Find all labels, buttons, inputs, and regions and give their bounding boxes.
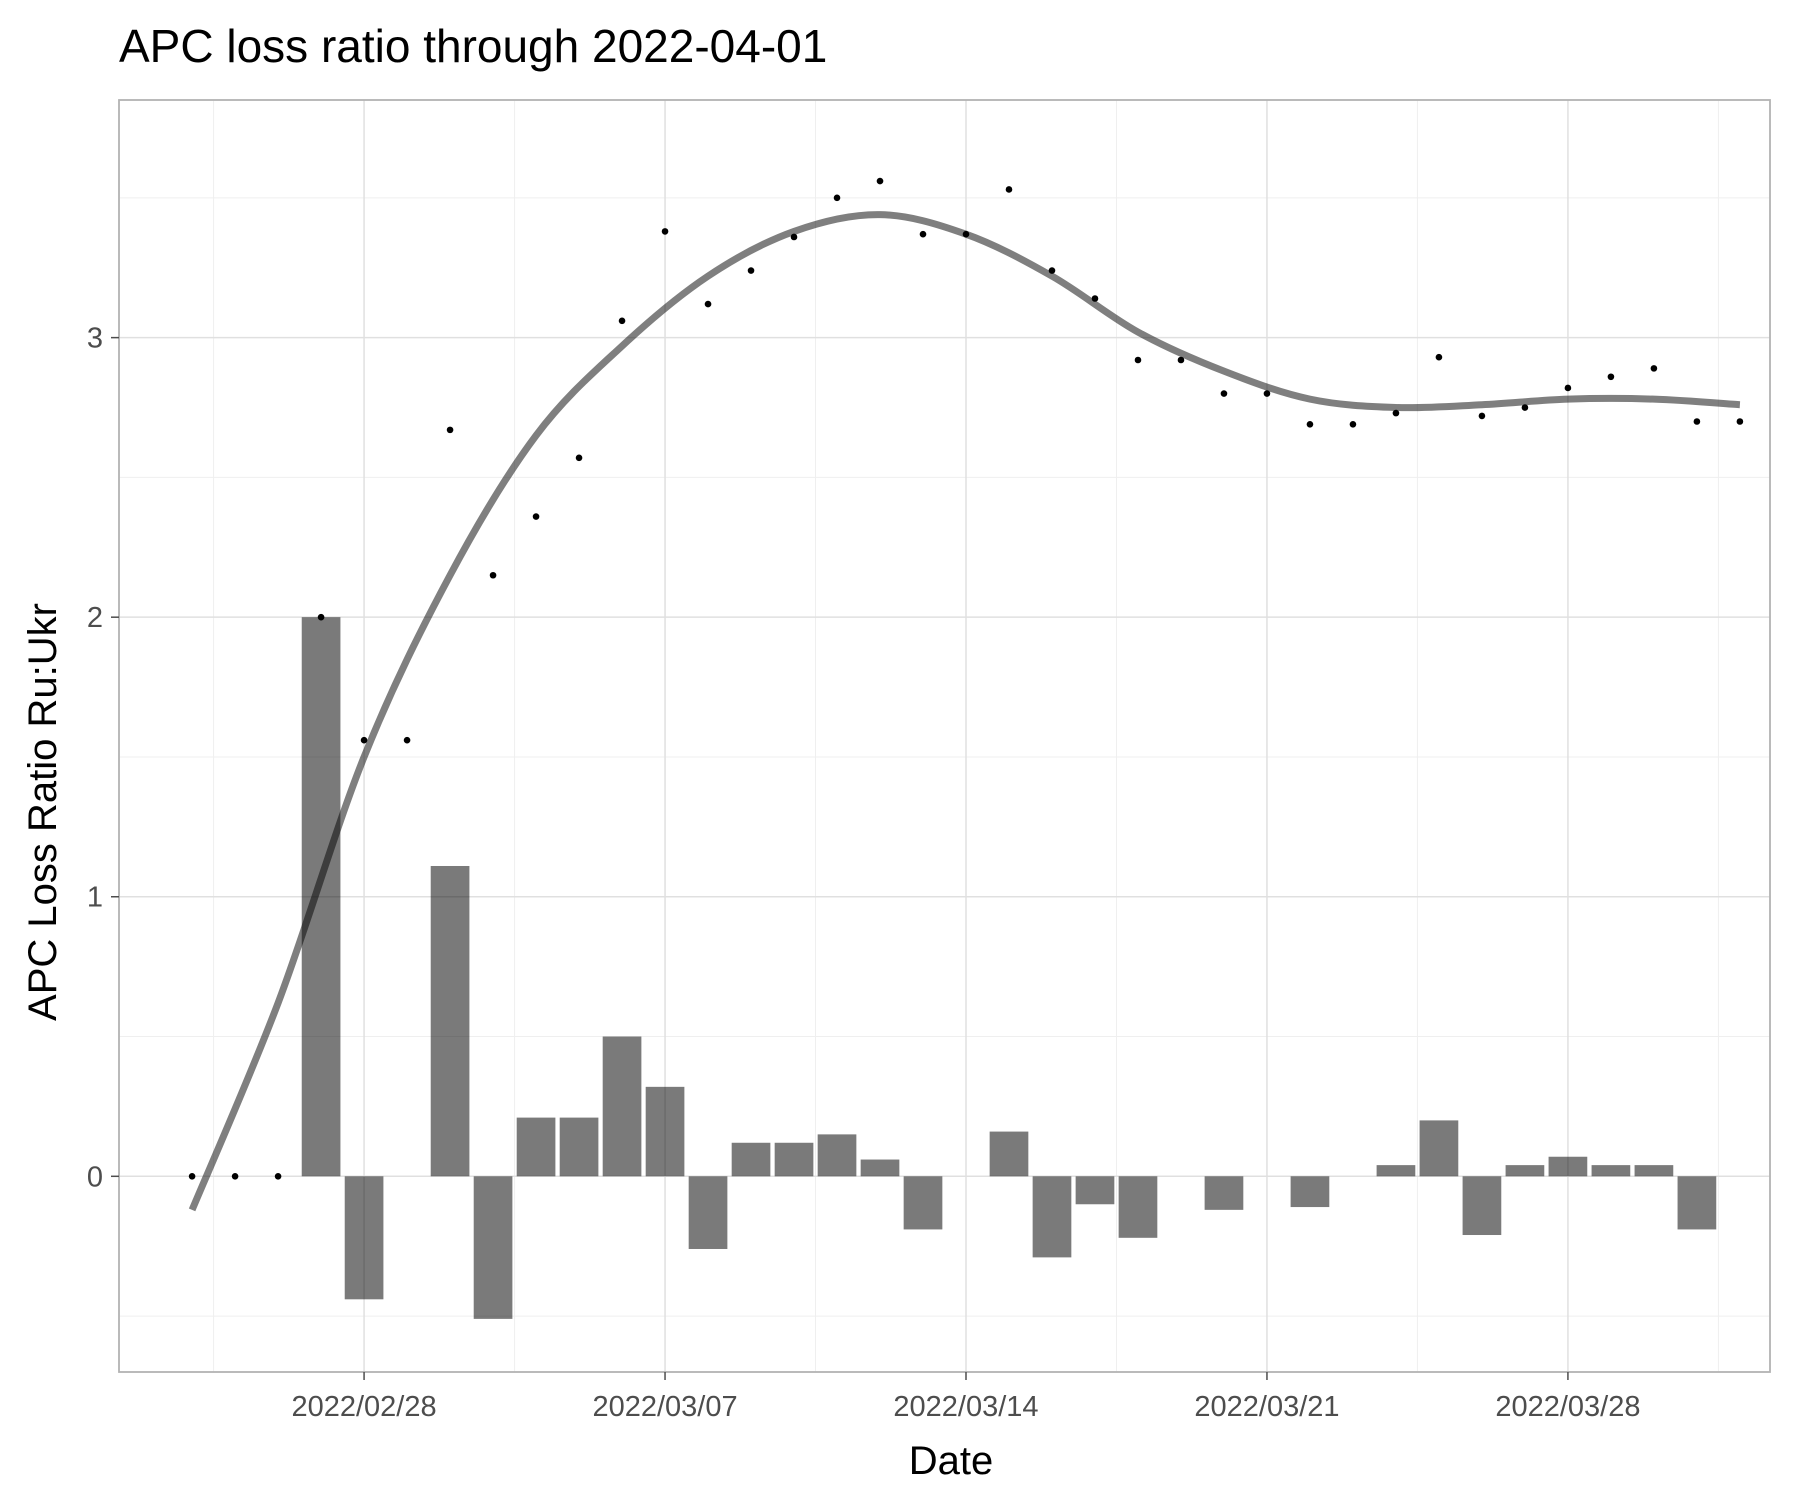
- daily-change-bar: [344, 1176, 384, 1300]
- y-tick-label: 3: [87, 323, 103, 355]
- ratio-point: [274, 1173, 282, 1180]
- daily-change-bar: [473, 1176, 513, 1319]
- ratio-point: [1263, 390, 1271, 397]
- ratio-point: [1736, 418, 1744, 425]
- daily-change-bar: [1419, 1120, 1459, 1177]
- daily-change-bar: [860, 1159, 900, 1177]
- ratio-point: [919, 230, 927, 238]
- daily-change-bar: [989, 1131, 1029, 1177]
- ratio-point: [1349, 420, 1357, 428]
- daily-change-bar: [1462, 1176, 1502, 1236]
- y-tick-label: 2: [87, 602, 103, 634]
- daily-change-bar: [516, 1117, 556, 1177]
- x-tick-label: 2022/02/28: [291, 1391, 436, 1423]
- x-tick-label: 2022/03/21: [1194, 1391, 1339, 1423]
- ratio-point: [231, 1173, 239, 1180]
- daily-change-bar: [817, 1134, 857, 1177]
- daily-change-bar: [1548, 1156, 1588, 1177]
- ratio-point: [188, 1173, 196, 1180]
- daily-change-bar: [1032, 1176, 1072, 1258]
- x-axis-label: Date: [909, 1439, 994, 1483]
- x-tick-label: 2022/03/14: [893, 1391, 1038, 1423]
- ratio-point: [1134, 356, 1142, 364]
- x-tick-label: 2022/03/28: [1495, 1391, 1640, 1423]
- ratio-point: [1693, 418, 1701, 425]
- daily-change-bar: [602, 1036, 642, 1177]
- ratio-point: [532, 513, 540, 520]
- ratio-point: [661, 228, 669, 235]
- ratio-point: [1392, 409, 1400, 417]
- daily-change-bar: [559, 1117, 599, 1177]
- daily-change-bar: [774, 1142, 814, 1177]
- ratio-point: [1005, 186, 1013, 193]
- daily-change-bar: [1634, 1165, 1674, 1177]
- daily-change-bar: [301, 617, 341, 1177]
- y-axis-label: APC Loss Ratio Ru:Ukr: [21, 603, 65, 1021]
- daily-change-bar: [1118, 1176, 1158, 1238]
- ratio-point: [446, 426, 454, 434]
- smoothed-trend-line: [188, 211, 1741, 1212]
- ratio-point: [1177, 356, 1185, 364]
- daily-change-bar: [731, 1142, 771, 1177]
- daily-change-bar: [903, 1176, 943, 1230]
- panel-border: [118, 99, 1771, 1373]
- daily-change-bar: [430, 865, 470, 1177]
- ratio-point: [1478, 412, 1486, 420]
- x-tick-label: 2022/03/07: [592, 1391, 737, 1423]
- ratio-point: [962, 230, 970, 238]
- y-tick-label: 0: [87, 1161, 103, 1193]
- ratio-point: [1650, 365, 1658, 372]
- ratio-point: [1564, 384, 1572, 392]
- daily-change-bar: [1290, 1176, 1330, 1208]
- ratio-point: [1220, 390, 1228, 397]
- ratio-point: [575, 454, 583, 462]
- ratio-point: [618, 317, 626, 325]
- daily-change-bar: [1591, 1165, 1631, 1177]
- y-tick-label: 1: [87, 882, 103, 914]
- ratio-point: [1048, 267, 1056, 274]
- daily-change-bar: [1505, 1165, 1545, 1177]
- chart-title: APC loss ratio through 2022-04-01: [119, 20, 827, 72]
- ratio-point: [1091, 295, 1099, 302]
- daily-change-bar: [1376, 1165, 1416, 1177]
- daily-change-bar: [645, 1086, 685, 1177]
- ratio-point: [790, 233, 798, 241]
- daily-change-bar: [1677, 1176, 1717, 1230]
- ratio-point: [403, 736, 411, 744]
- ratio-point: [747, 267, 755, 274]
- ratio-point: [876, 177, 884, 185]
- ratio-point: [1306, 420, 1314, 428]
- ratio-point: [704, 300, 712, 308]
- daily-change-bar: [688, 1176, 728, 1249]
- ratio-point: [317, 613, 325, 621]
- ratio-point: [1521, 404, 1529, 411]
- ratio-point: [833, 194, 841, 202]
- daily-change-bar: [1204, 1176, 1244, 1210]
- daily-change-bar: [1075, 1176, 1115, 1205]
- ratio-point: [360, 736, 368, 744]
- ratio-point: [1607, 373, 1615, 381]
- plot-panel: 0 1 2 3 2022/02/28 2022/03/07 2022/03/14 2022/0…: [87, 99, 1771, 1423]
- ratio-point: [489, 571, 497, 579]
- ratio-point: [1435, 353, 1443, 361]
